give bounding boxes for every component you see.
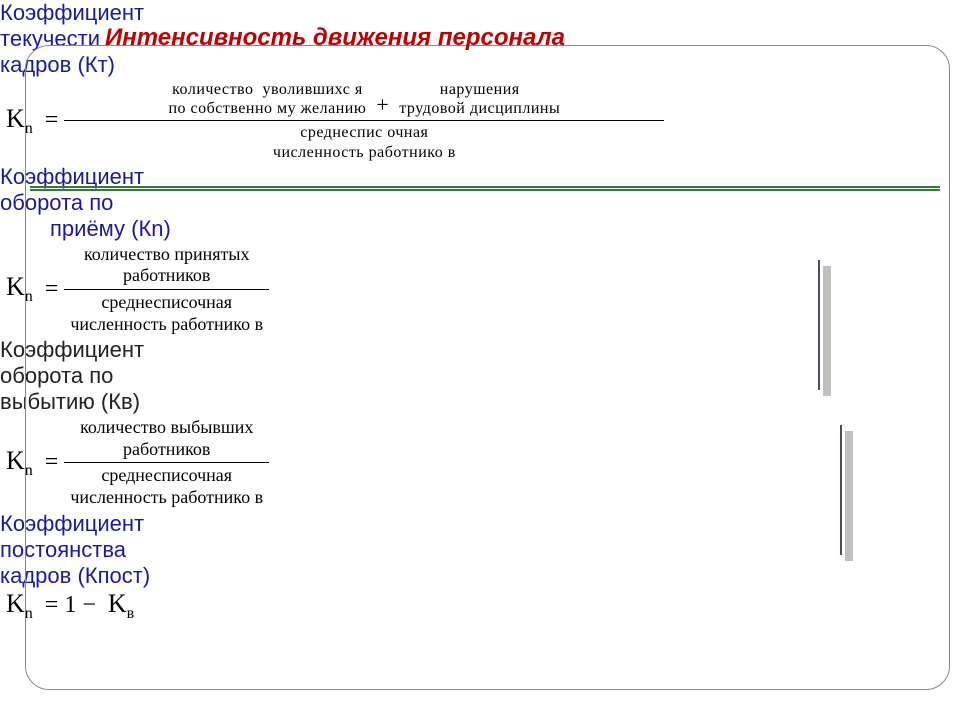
underline [30,189,940,191]
side-shadow [823,266,831,396]
page-border [25,45,950,690]
side-accent [818,260,820,390]
label-line: Коэффициент [0,0,200,26]
side-shadow [845,431,853,561]
underline [30,186,940,188]
side-accent [840,425,842,555]
page-title: Интенсивность движения персонала [105,24,565,52]
